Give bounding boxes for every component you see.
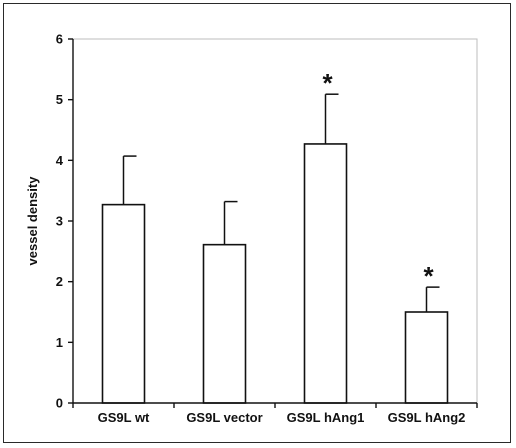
x-tick-label-0: GS9L wt — [98, 410, 150, 425]
error-bars-layer — [122, 93, 440, 312]
bar-3 — [404, 311, 449, 404]
y-tick-label-1: 1 — [56, 335, 63, 350]
y-tick-label-6: 6 — [56, 32, 63, 47]
significance-marker-3: * — [423, 261, 434, 291]
labels-layer: GS9L wt GS9L vector * GS9L hAng1 * GS9L hAng2… — [56, 32, 466, 426]
bar-2 — [303, 143, 348, 404]
y-tick-label-4: 4 — [56, 153, 64, 168]
y-axis-title: vessel density — [25, 176, 40, 266]
axis-layer — [68, 38, 478, 408]
x-tick-label-1: GS9L vector — [186, 410, 262, 425]
significance-marker-2: * — [322, 68, 333, 98]
x-tick-label-2: GS9L hAng1 — [287, 410, 365, 425]
bar-1 — [202, 243, 247, 404]
y-tick-label-0: 0 — [56, 396, 63, 411]
y-tick-label-3: 3 — [56, 214, 63, 229]
bar-0 — [101, 203, 146, 404]
y-tick-label-2: 2 — [56, 274, 63, 289]
y-tick-label-5: 5 — [56, 92, 63, 107]
x-tick-label-3: GS9L hAng2 — [388, 410, 466, 425]
